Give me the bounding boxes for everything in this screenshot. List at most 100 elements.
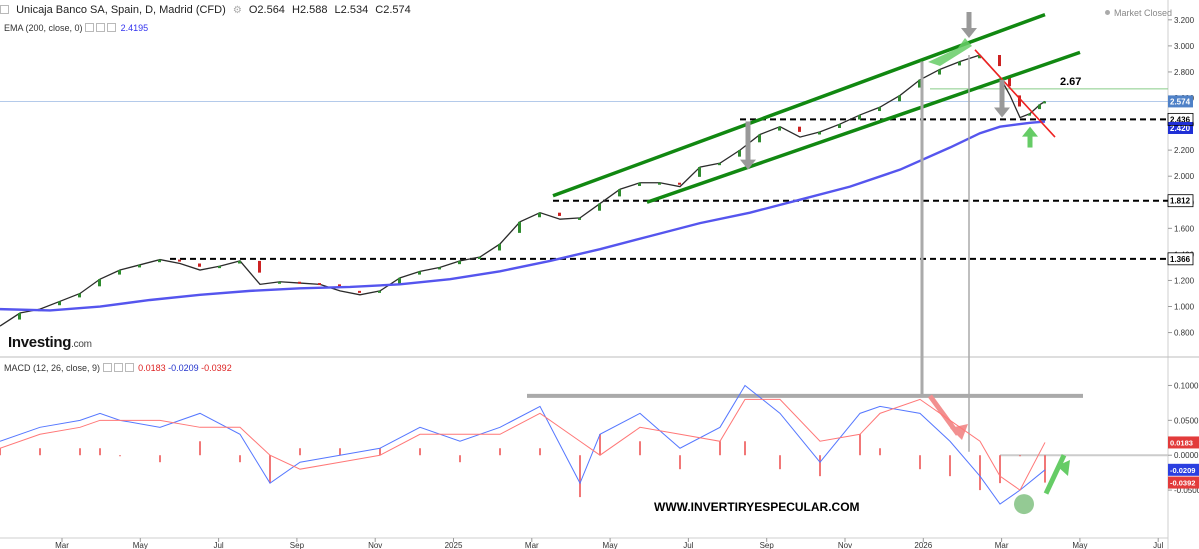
price-candle [938, 69, 941, 75]
macd-hist-tag-bg [1168, 476, 1199, 489]
price-candle [298, 281, 301, 284]
gray-down-arrow-head [740, 159, 756, 170]
price-candle [798, 126, 801, 132]
price-candle [898, 95, 901, 102]
ohlc-open: O2.564 [248, 4, 285, 16]
red-down-arrow-head [950, 424, 968, 440]
ema-settings-icon[interactable] [96, 23, 106, 32]
histogram-bar [1019, 455, 1021, 457]
histogram-bar [599, 434, 601, 456]
instrument-title: Unicaja Banco SA, Spain, D, Madrid (CFD) [16, 4, 226, 16]
ema-value: 2.4195 [120, 23, 149, 33]
price-candle [198, 263, 201, 267]
price-candle [158, 259, 161, 263]
x-tick-label: Sep [290, 541, 305, 549]
collapse-icon[interactable] [0, 5, 9, 14]
price-candle [678, 182, 681, 185]
green-up-arrow-macd-head [1057, 460, 1070, 476]
resistance-line [974, 49, 1056, 138]
macd-y-tick-label: 0.1000 [1174, 381, 1199, 390]
level-tag: 1.366 [1170, 255, 1191, 264]
price-candle [458, 260, 461, 265]
histogram-bar [159, 455, 161, 463]
price-candle [918, 79, 921, 88]
histogram-bar [579, 455, 581, 498]
ema-label: EMA (200, close, 0) [4, 23, 83, 33]
x-tick-label: May [603, 541, 618, 549]
gray-down-arrow-head [994, 107, 1010, 118]
price-candle [438, 267, 441, 270]
macd-settings-icon[interactable] [113, 363, 123, 372]
last-price-tag: 2.574 [1170, 97, 1191, 106]
price-candle [558, 212, 561, 216]
price-candle [278, 281, 281, 284]
last-price-tag-bg [1168, 95, 1193, 108]
histogram-bar [879, 448, 881, 456]
histogram-bar [419, 448, 421, 456]
macd-close-icon[interactable] [124, 363, 134, 372]
x-tick-label: Mar [525, 541, 539, 549]
x-tick-label: 2026 [914, 541, 932, 549]
green-up-arrow-macd-shaft [1043, 454, 1067, 495]
macd-visibility-icon[interactable] [102, 363, 112, 372]
y-axis: 3.2003.0002.8002.6002.4002.2002.0001.800… [1167, 16, 1199, 495]
histogram-bar [339, 448, 341, 456]
y-tick-label: 2.800 [1174, 68, 1195, 77]
macd-line [0, 384, 1046, 505]
histogram-bar [79, 448, 81, 456]
x-tick-label: 2025 [445, 541, 463, 549]
histogram-bar [459, 455, 461, 463]
investing-logo: Investing.com [8, 334, 92, 351]
y-tick-label: 3.000 [1174, 42, 1195, 51]
ema-line [0, 120, 1046, 312]
macd-value-tag-bg [1168, 463, 1199, 476]
price-candle [358, 290, 361, 293]
macd-value-2: -0.0209 [168, 363, 199, 373]
ema-close-icon[interactable] [107, 23, 117, 32]
y-tick-label: 2.200 [1174, 146, 1195, 155]
settings-icon[interactable]: ⚙ [232, 5, 242, 16]
green-up-arrow-head [1022, 126, 1038, 137]
y-tick-label: 2.000 [1174, 172, 1195, 181]
x-tick-label: Sep [760, 541, 775, 549]
histogram-bar [859, 434, 861, 456]
price-candle [738, 150, 741, 157]
price-candle [218, 266, 221, 269]
price-candle [978, 55, 981, 59]
y-tick-label: 3.200 [1174, 16, 1195, 25]
macd-value-tag: -0.0209 [1170, 466, 1195, 475]
price-candle [138, 264, 141, 268]
price-candle [778, 126, 781, 131]
chart-header: Unicaja Banco SA, Spain, D, Madrid (CFD)… [0, 4, 415, 20]
histogram-bar [999, 455, 1001, 484]
ohlc-high: H2.588 [292, 4, 328, 16]
level-tag: 2.436 [1170, 115, 1191, 124]
price-candle [378, 290, 381, 293]
histogram-bar [0, 448, 1, 456]
level-tag: 1.812 [1170, 197, 1191, 206]
x-tick-label: Mar [995, 541, 1009, 549]
macd-value-1: 0.0183 [138, 363, 166, 373]
x-tick-label: Jul [1153, 541, 1163, 549]
histogram-bar [539, 448, 541, 456]
macd-y-tick-label: -0.0500 [1174, 486, 1199, 495]
price-candle [58, 301, 61, 306]
histogram-bar [239, 455, 241, 463]
price-candle [698, 167, 701, 177]
level-tag-frame [1167, 252, 1194, 266]
x-tick-label: Jul [683, 541, 693, 549]
x-tick-label: Mar [55, 541, 69, 549]
price-candle [1043, 101, 1046, 104]
ohlc-close: C2.574 [375, 4, 411, 16]
x-tick-label: Jul [213, 541, 223, 549]
histogram-bar [779, 455, 781, 470]
ema-header: EMA (200, close, 0) 2.4195 [4, 23, 148, 33]
price-candle [958, 61, 961, 66]
price-candle [598, 203, 601, 211]
price-candle [578, 217, 581, 220]
y-tick-label: 1.000 [1174, 303, 1195, 312]
ema-visibility-icon[interactable] [85, 23, 95, 32]
price-candle [418, 271, 421, 275]
histogram-bar [639, 441, 641, 456]
